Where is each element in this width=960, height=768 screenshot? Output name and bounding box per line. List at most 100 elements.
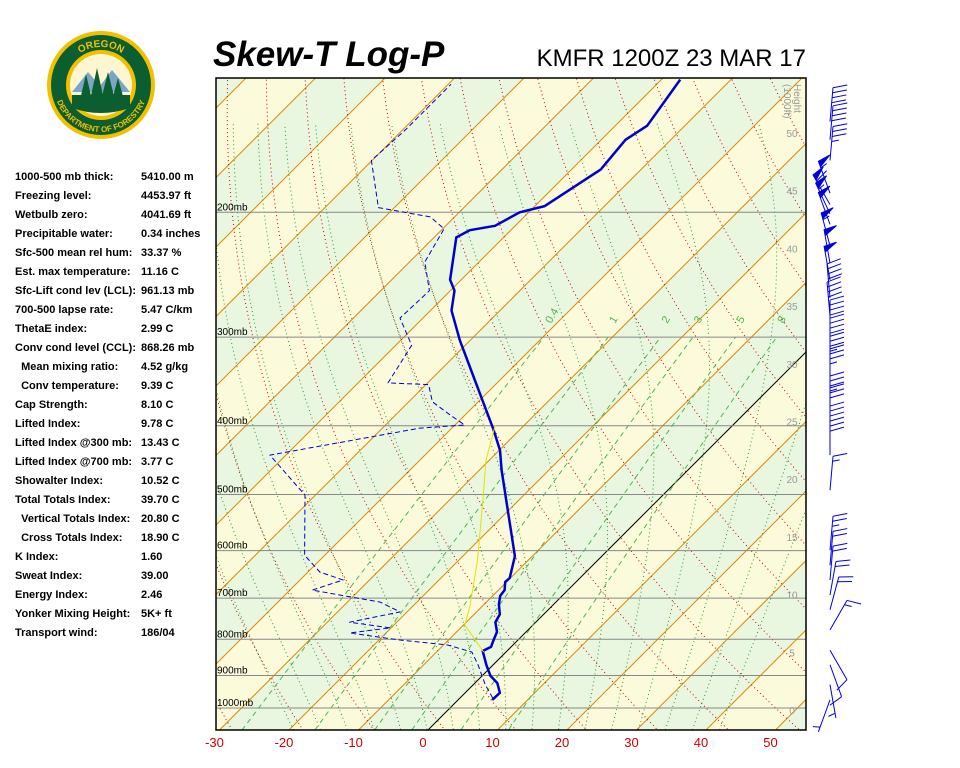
index-label: Cap Strength: xyxy=(15,399,88,411)
isotherm xyxy=(216,78,594,457)
x-tick-label: 50 xyxy=(763,735,777,750)
index-label: Yonker Mixing Height: xyxy=(15,608,130,620)
pressure-label: 800mb xyxy=(217,629,248,640)
wind-barb xyxy=(829,331,845,371)
isotherm xyxy=(216,78,525,387)
moist-adiabat xyxy=(439,123,569,730)
plot-area xyxy=(216,0,960,737)
wind-barb xyxy=(814,175,831,215)
moist-adiabat xyxy=(284,123,454,730)
height-tick-label: 45 xyxy=(786,187,798,198)
index-label: Precipitable water: xyxy=(15,228,113,240)
dry-adiabat xyxy=(953,0,960,737)
plot-labels: 0.4 1 2 3 5 8200mb300mb400mb500mb600mb700mb80… xyxy=(217,84,802,717)
index-value: 9.78 C xyxy=(141,418,173,430)
index-label: Cross Totals Index: xyxy=(15,532,122,544)
isotherm xyxy=(219,142,806,730)
height-axis-label: Height xyxy=(791,84,802,113)
logo: OREGON DEPARTMENT OF FORESTRY xyxy=(47,31,155,139)
pressure-label: 700mb xyxy=(217,588,248,599)
logo-top: OREGON xyxy=(76,39,126,56)
sounding-line xyxy=(464,424,496,653)
index-value: 868.26 mb xyxy=(141,342,194,354)
pressure-label: 200mb xyxy=(217,202,248,213)
index-value: 5K+ ft xyxy=(141,608,172,620)
wind-barb xyxy=(823,241,837,280)
index-value: 4041.69 ft xyxy=(141,209,191,221)
wind-barb xyxy=(829,542,848,581)
pressure-label: 900mb xyxy=(217,666,248,677)
index-label: Lifted Index @300 mb: xyxy=(15,437,132,449)
wind-barb xyxy=(829,295,845,335)
index-value: 39.00 xyxy=(141,570,169,582)
wind-barb xyxy=(829,649,848,691)
dry-adiabat xyxy=(845,0,960,737)
index-value: 2.46 xyxy=(141,589,162,601)
wind-barb xyxy=(812,699,831,732)
isotherm-band xyxy=(845,78,960,730)
index-label: Conv temperature: xyxy=(15,380,119,392)
index-label: Est. max temperature: xyxy=(15,266,131,278)
index-label: Mean mixing ratio: xyxy=(15,361,118,373)
wind-barb xyxy=(829,513,848,551)
x-tick-label: 10 xyxy=(485,735,499,750)
mixing-ratio-label: 5 xyxy=(734,314,747,325)
pressure-label: 500mb xyxy=(217,484,248,495)
wind-barb xyxy=(829,528,848,566)
isotherm xyxy=(216,78,664,526)
pressure-label: 600mb xyxy=(217,541,248,552)
isotherm xyxy=(845,78,960,730)
index-label: Sweat Index: xyxy=(15,570,82,582)
moist-adiabat xyxy=(691,401,806,730)
moist-adiabat xyxy=(569,123,655,730)
index-label: 1000-500 mb thick: xyxy=(15,171,113,183)
wind-barb xyxy=(829,313,845,353)
station-time: KMFR 1200Z 23 MAR 17 xyxy=(537,45,806,72)
isotherm xyxy=(288,212,806,730)
index-value: 4453.97 ft xyxy=(141,190,191,202)
sounding-line xyxy=(448,78,682,701)
index-value: 39.70 C xyxy=(141,494,180,506)
height-tick-label: 0 xyxy=(789,706,795,717)
moist-adiabat xyxy=(637,123,710,730)
index-label: Total Totals Index: xyxy=(15,494,111,506)
moist-adiabat xyxy=(498,123,608,730)
wind-barb xyxy=(829,416,845,456)
isotherm xyxy=(216,78,455,318)
index-value: 8.10 C xyxy=(141,399,173,411)
mixing-ratio-label: 8 xyxy=(775,314,788,325)
isotherm xyxy=(636,559,806,730)
pressure-label: 400mb xyxy=(217,416,248,427)
moist-adiabat xyxy=(216,554,294,730)
index-label: Sfc-500 mean rel hum: xyxy=(15,247,132,259)
isotherm xyxy=(216,78,733,596)
wind-barb xyxy=(829,84,848,122)
index-label: Freezing level: xyxy=(15,190,91,202)
moist-adiabat xyxy=(350,123,507,730)
index-value: 186/04 xyxy=(141,627,176,639)
wind-barb xyxy=(829,599,862,631)
moist-adiabat xyxy=(216,237,375,730)
mixing-ratio-line xyxy=(411,336,694,730)
x-tick-label: -20 xyxy=(275,735,294,750)
index-value: 3.77 C xyxy=(141,456,173,468)
index-value: 0.34 inches xyxy=(141,228,200,240)
wind-barbs xyxy=(812,84,862,732)
height-tick-label: 50 xyxy=(786,129,798,140)
pressure-label: 1000mb xyxy=(217,698,254,709)
dry-adiabat xyxy=(881,0,960,737)
wind-barb xyxy=(829,576,854,610)
height-tick-label: 5 xyxy=(789,648,795,659)
isotherm xyxy=(216,78,803,665)
index-value: 4.52 g/kg xyxy=(141,361,188,373)
height-tick-label: 15 xyxy=(786,533,798,544)
index-label: Sfc-Lift cond lev (LCL): xyxy=(15,285,136,297)
isotherm xyxy=(427,351,806,730)
index-value: 10.52 C xyxy=(141,475,180,487)
dry-adiabat xyxy=(917,0,960,737)
index-value: 5.47 C/km xyxy=(141,304,193,316)
wind-barb xyxy=(829,383,845,422)
moist-adiabat xyxy=(315,123,481,730)
index-label: Transport wind: xyxy=(15,627,98,639)
